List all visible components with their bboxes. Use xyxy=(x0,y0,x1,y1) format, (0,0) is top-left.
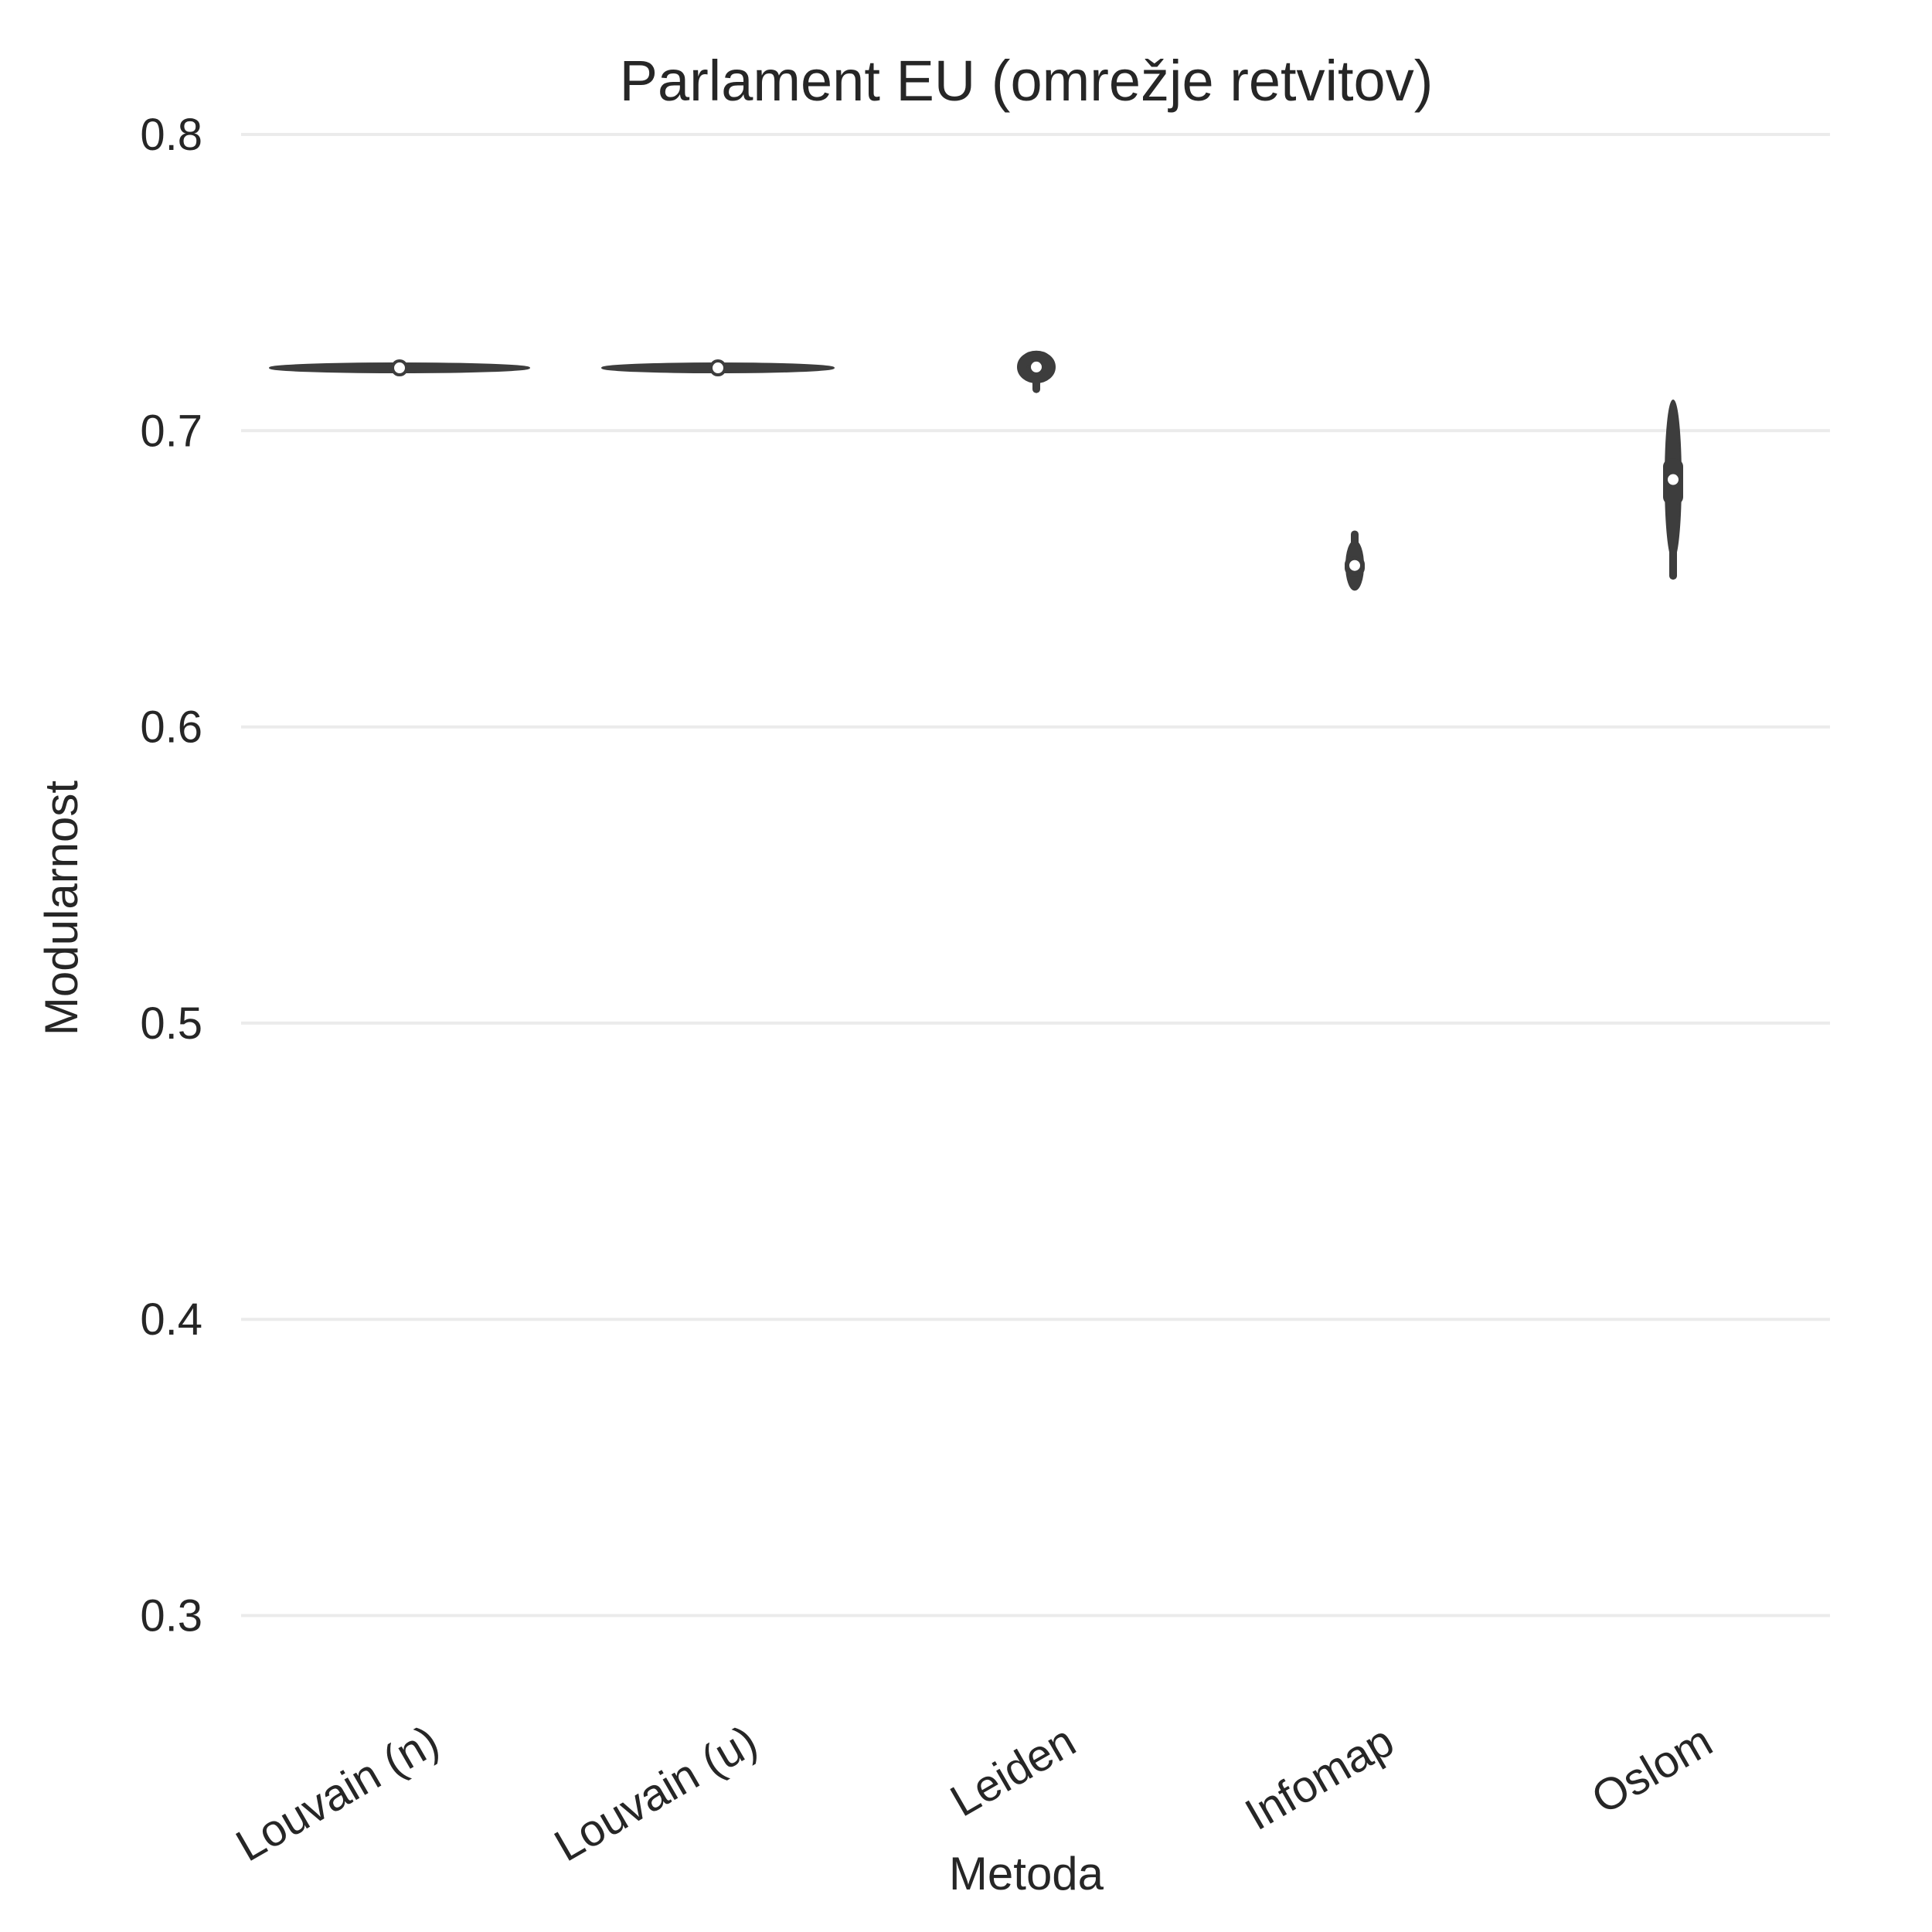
violin-group xyxy=(1017,350,1056,393)
grid-lines xyxy=(241,133,1830,1617)
y-axis-title: Modularnost xyxy=(36,781,87,1036)
violin-median-marker xyxy=(1346,556,1363,574)
violin-group xyxy=(601,359,835,377)
y-tick-label: 0.8 xyxy=(140,110,202,160)
violin-group xyxy=(269,359,530,377)
y-tick-labels: 0.3 0.4 0.5 0.6 0.7 0.8 xyxy=(140,110,202,1641)
y-tick-label: 0.5 xyxy=(140,998,202,1049)
violin-median-marker xyxy=(391,359,408,377)
y-tick-label: 0.7 xyxy=(140,406,202,456)
chart-title: Parlament EU (omrežje retvitov) xyxy=(620,49,1434,113)
violin-group xyxy=(1663,400,1683,580)
y-tick-label: 0.4 xyxy=(140,1294,202,1345)
y-tick-label: 0.6 xyxy=(140,702,202,753)
violins xyxy=(269,350,1683,591)
y-tick-label: 0.3 xyxy=(140,1591,202,1641)
x-axis-title: Metoda xyxy=(949,1848,1104,1900)
violin-median-marker xyxy=(1028,358,1045,376)
violin-median-marker xyxy=(709,359,726,377)
violin-group xyxy=(1345,530,1365,591)
violin-median-marker xyxy=(1665,471,1682,488)
